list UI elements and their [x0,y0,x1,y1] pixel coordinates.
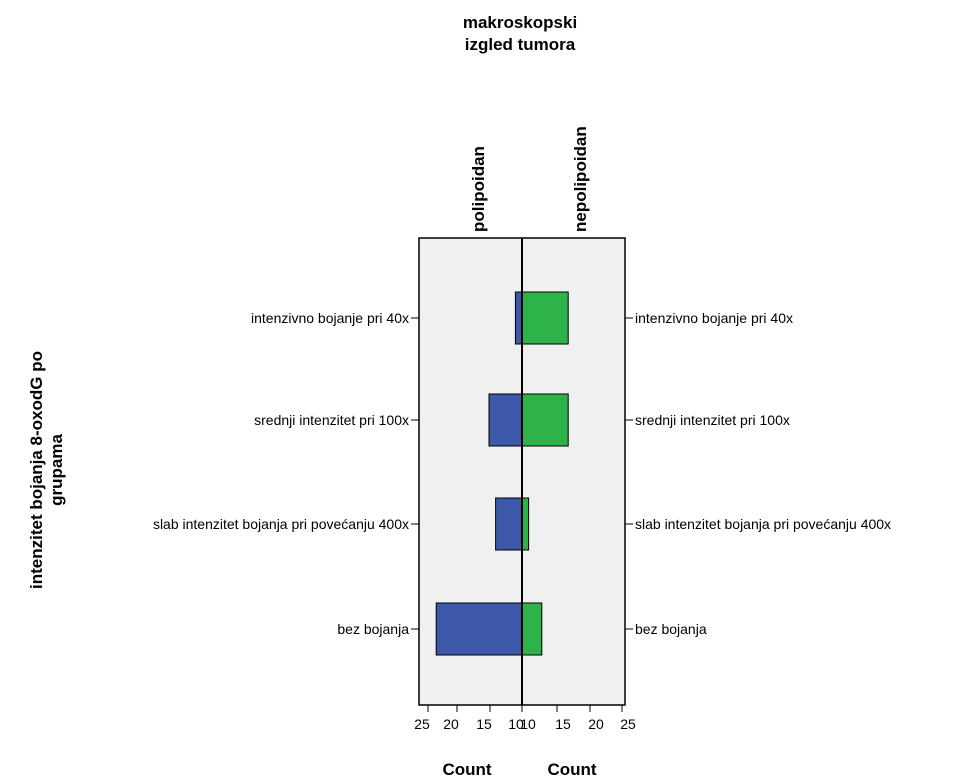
bar-nepolipoidan-0 [521,291,569,345]
x-tick-label-left: 15 [476,716,492,732]
y-axis-title-line-2: grupama [47,434,66,506]
x-axis-title-left: Count [442,760,491,779]
x-tick-label-right: 20 [588,716,604,732]
chart-title-line-1: makroskopski [463,13,577,32]
category-label-left: srednji intenzitet pri 100x [254,412,409,428]
category-label-right: bez bojanja [635,621,707,637]
bar-polipoidan-2 [495,497,523,551]
x-tick-label-right: 15 [555,716,571,732]
x-axis-title-right: Count [547,760,596,779]
bar-polipoidan-3 [435,602,523,656]
category-label-right: intenzivno bojanje pri 40x [635,310,793,326]
bar-nepolipoidan-3 [521,602,543,656]
category-label-left: slab intenzitet bojanja pri povećanju 40… [153,516,409,532]
y-axis-title-line-1: intenzitet bojanja 8-oxodG po [27,351,46,589]
series-header-nepolipoidan: nepolipoidan [571,126,590,232]
x-tick-label-left: 10 [508,716,524,732]
chart-title-line-2: izgled tumora [465,35,576,54]
x-tick-label-left: 25 [414,716,430,732]
x-tick-label-right: 25 [620,716,636,732]
category-label-right: srednji intenzitet pri 100x [635,412,790,428]
category-label-left: bez bojanja [337,621,409,637]
category-label-left: intenzivno bojanje pri 40x [251,310,409,326]
bar-polipoidan-1 [488,393,523,447]
bar-nepolipoidan-1 [521,393,569,447]
x-tick-label-right: 10 [520,716,536,732]
x-tick-label-left: 20 [443,716,459,732]
series-header-polipoidan: polipoidan [469,146,488,232]
category-label-right: slab intenzitet bojanja pri povećanju 40… [635,516,891,532]
